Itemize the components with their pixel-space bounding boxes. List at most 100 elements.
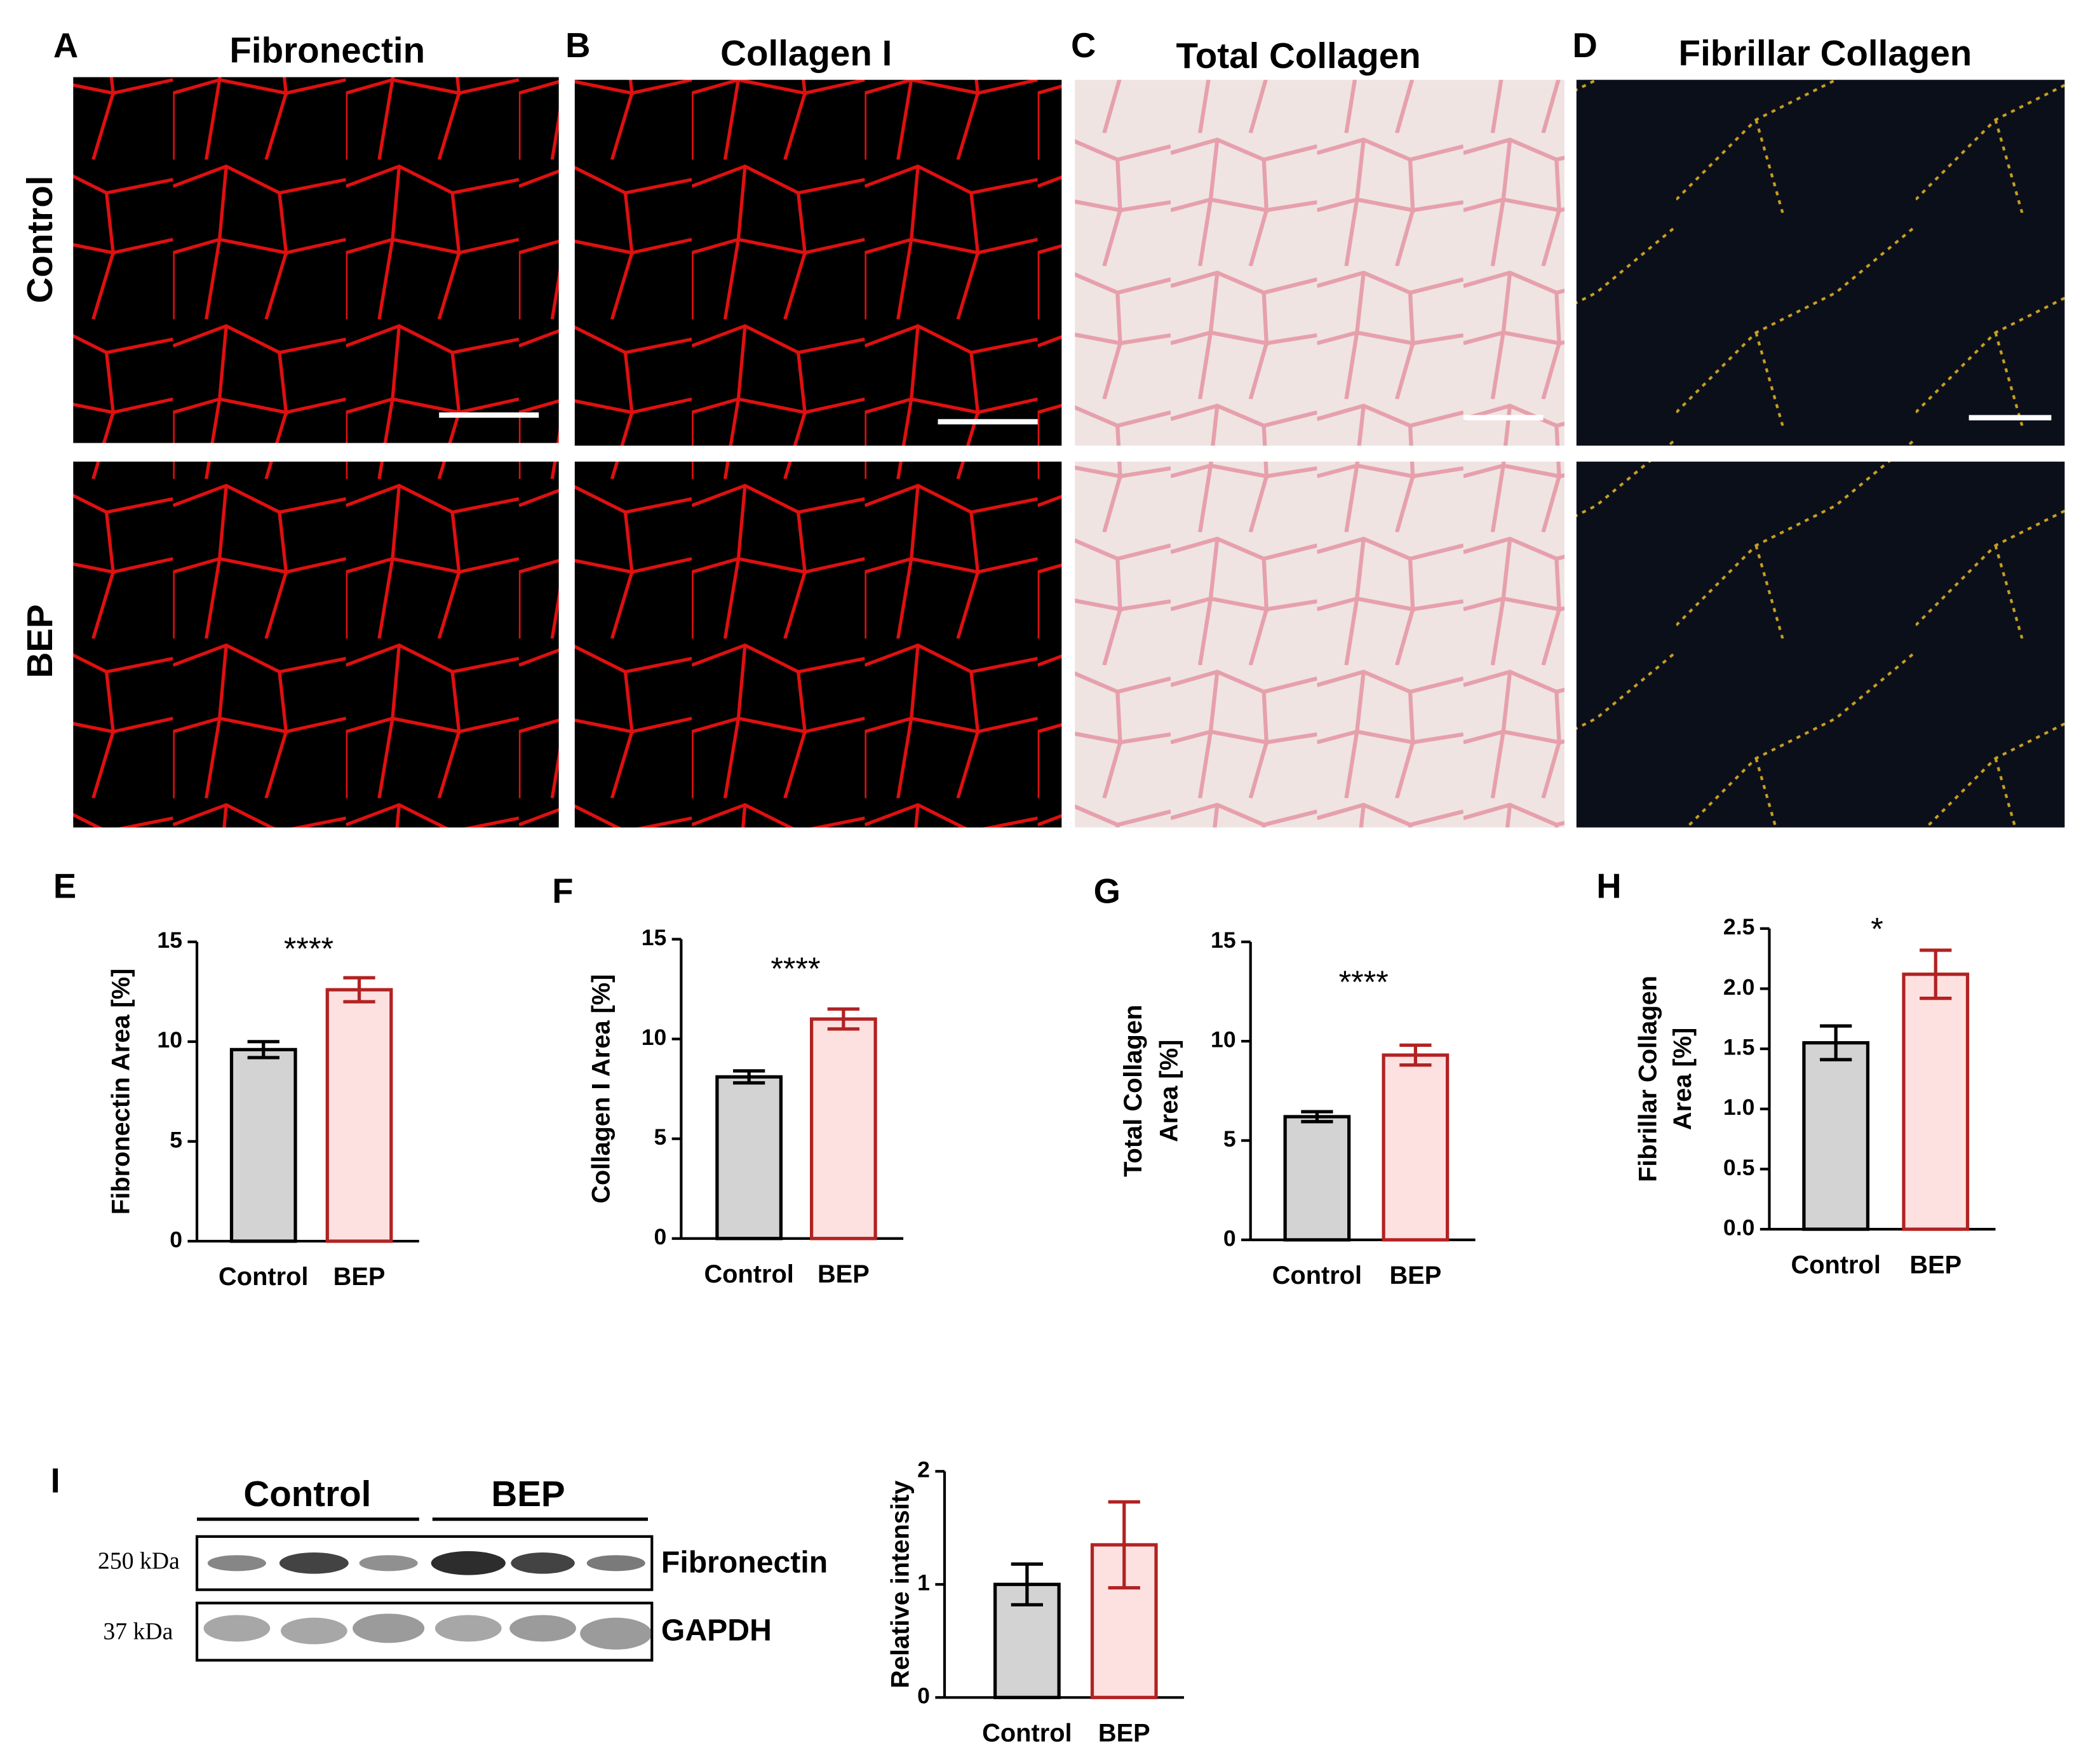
- column-title: Fibronectin: [229, 30, 425, 71]
- panel-letter: D: [1573, 26, 1598, 65]
- y-tick-label: 0: [654, 1224, 667, 1249]
- x-tick-label: Control: [704, 1260, 793, 1288]
- y-tick-label: 0: [917, 1683, 930, 1709]
- error-bar: [1011, 1562, 1043, 1606]
- band: [509, 1615, 576, 1642]
- micrograph: [574, 79, 1062, 446]
- western-blot: Control BEP 250 kDa 37 kDa Fibronectin G…: [98, 1474, 828, 1662]
- error-bar: [247, 1040, 279, 1060]
- bar: [229, 1047, 297, 1243]
- y-axis-label: Fibronectin Area [%]: [107, 969, 135, 1215]
- band: [353, 1613, 425, 1643]
- significance: ****: [770, 951, 820, 986]
- micrograph: [1576, 79, 2065, 446]
- column-title: Fibrillar Collagen: [1679, 33, 1972, 73]
- y-tick-label: 10: [642, 1025, 667, 1050]
- micrograph: [1576, 461, 2065, 828]
- panel-letter: G: [1094, 872, 1120, 911]
- blot-strip: [195, 1535, 654, 1591]
- column-title: Collagen I: [720, 33, 892, 73]
- y-tick-label: 1.5: [1723, 1035, 1754, 1060]
- y-tick-label: 5: [1223, 1126, 1236, 1152]
- error-bar: [1301, 1110, 1333, 1124]
- error-bar: [1399, 1043, 1432, 1067]
- x-tick-label: Control: [1791, 1251, 1880, 1279]
- band: [580, 1617, 652, 1650]
- y-tick-label: 5: [654, 1124, 667, 1150]
- x-tick-label: BEP: [818, 1260, 870, 1288]
- micrograph: [574, 461, 1062, 828]
- significance: ****: [1339, 964, 1389, 1000]
- band: [434, 1615, 502, 1642]
- panel-letter: F: [552, 872, 573, 911]
- micrograph: [1075, 79, 1564, 446]
- protein-label: GAPDH: [661, 1613, 772, 1647]
- bar: [1902, 973, 1970, 1231]
- panel-letter: A: [53, 26, 78, 65]
- y-tick-label: 1.0: [1723, 1094, 1754, 1120]
- bar: [715, 1075, 783, 1241]
- y-tick-label: 10: [1211, 1027, 1236, 1053]
- y-tick-label: 0: [1223, 1225, 1236, 1251]
- error-bar: [733, 1069, 765, 1085]
- error-bar: [343, 976, 375, 1004]
- y-tick-label: 2.5: [1723, 914, 1754, 939]
- significance: ****: [284, 931, 333, 967]
- bar: [325, 988, 393, 1243]
- y-tick-label: 15: [157, 927, 182, 953]
- bar: [1382, 1053, 1450, 1242]
- y-axis-label: Fibrillar Collagen: [1634, 976, 1662, 1182]
- bar: [809, 1017, 877, 1241]
- marker-label: 250 kDa: [98, 1547, 180, 1574]
- blot-strip: [195, 1601, 654, 1662]
- y-tick-label: 5: [170, 1127, 182, 1152]
- band: [207, 1555, 266, 1572]
- y-tick-label: 1: [917, 1570, 930, 1596]
- panel-letter: B: [565, 26, 590, 65]
- band: [280, 1617, 347, 1645]
- x-tick-label: BEP: [1098, 1719, 1150, 1747]
- y-axis-label: Area [%]: [1669, 1028, 1697, 1130]
- x-tick-label: BEP: [1909, 1251, 1962, 1279]
- y-axis-label: Area [%]: [1155, 1040, 1183, 1142]
- y-tick-label: 0: [170, 1227, 182, 1252]
- band: [511, 1552, 575, 1574]
- bands: [203, 1551, 652, 1650]
- x-tick-label: BEP: [333, 1263, 386, 1291]
- x-tick-label: BEP: [1389, 1262, 1441, 1289]
- band: [279, 1552, 349, 1574]
- panel-letter: H: [1596, 866, 1621, 905]
- x-tick-label: Control: [982, 1719, 1072, 1747]
- blot-group: BEP: [491, 1474, 565, 1514]
- y-tick-label: 2: [917, 1457, 930, 1483]
- micrograph: [73, 77, 559, 443]
- panel-letter: C: [1071, 26, 1096, 65]
- y-tick-label: 2.0: [1723, 974, 1754, 1000]
- figure-texts: A B C D E F G H I Fibronectin Collagen I…: [20, 26, 1972, 1500]
- bar: [1283, 1115, 1351, 1242]
- y-tick-label: 15: [1211, 927, 1236, 953]
- y-axis-label: Total Collagen: [1119, 1005, 1147, 1177]
- y-tick-label: 15: [642, 925, 667, 950]
- y-tick-label: 0.5: [1723, 1155, 1754, 1180]
- scale-bars: [439, 412, 2052, 425]
- y-tick-label: 0.0: [1723, 1215, 1754, 1241]
- significance: *: [1871, 911, 1883, 946]
- error-bar: [827, 1007, 859, 1031]
- x-tick-label: Control: [1272, 1262, 1362, 1289]
- row-label: Control: [20, 175, 60, 303]
- row-label: BEP: [20, 604, 60, 678]
- micrograph: [1075, 461, 1564, 828]
- column-title: Total Collagen: [1176, 36, 1420, 76]
- band: [203, 1615, 271, 1642]
- blot-group: Control: [243, 1474, 371, 1514]
- band: [431, 1551, 506, 1575]
- y-axis-label: Collagen I Area [%]: [587, 974, 615, 1204]
- y-tick-label: 10: [157, 1027, 182, 1053]
- micrograph: [73, 461, 559, 828]
- band: [359, 1555, 418, 1572]
- error-bar: [1108, 1500, 1140, 1590]
- error-bar: [1820, 1024, 1852, 1061]
- micrographs: [73, 77, 2065, 828]
